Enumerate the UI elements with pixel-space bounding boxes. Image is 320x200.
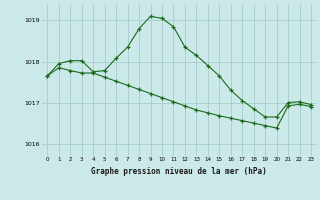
X-axis label: Graphe pression niveau de la mer (hPa): Graphe pression niveau de la mer (hPa)	[91, 167, 267, 176]
